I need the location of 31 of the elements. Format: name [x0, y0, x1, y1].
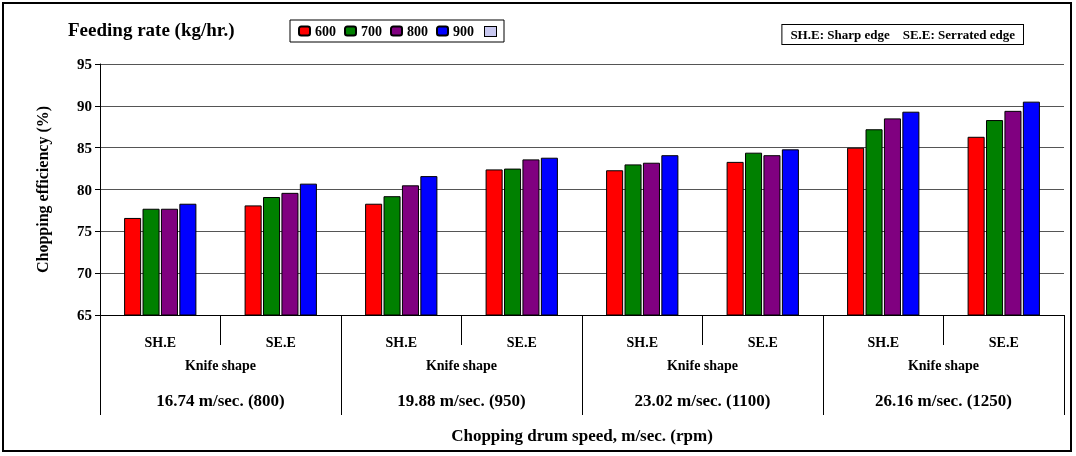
legend-label: 700 [361, 23, 382, 39]
text: SH.E: Sharp edge SE.E: Serrated edge [790, 27, 1016, 42]
y-tick-label: 90 [77, 97, 92, 114]
x-tick-label: SE.E [747, 334, 778, 350]
x-axis-title: Chopping drum speed, m/sec. (rpm) [451, 425, 713, 445]
x-tick-label: SH.E [144, 334, 177, 350]
x-tick-label: SH.E [626, 334, 659, 350]
legend-label: 600 [315, 23, 336, 39]
x-tick-label: SH.E [385, 334, 418, 350]
legend-title: Feeding rate (kg/hr.) [68, 19, 235, 41]
y-tick-label: 65 [77, 307, 92, 323]
text: Knife shape [907, 357, 980, 373]
text: Knife shape [184, 357, 257, 373]
text: 26.16 m/sec. (1250) [875, 390, 1012, 410]
x-tick-label: SE.E [988, 334, 1019, 350]
text: 23.02 m/sec. (1100) [634, 390, 771, 410]
text: 19.88 m/sec. (950) [397, 390, 526, 410]
y-tick-label: 85 [77, 139, 92, 156]
y-tick-label: 70 [77, 265, 92, 282]
legend-label: 900 [453, 23, 474, 39]
x-tick-label: SH.E [867, 334, 900, 350]
y-tick-label: 75 [77, 223, 92, 240]
legend-label: 800 [407, 23, 428, 39]
x-tick-label: SE.E [506, 334, 537, 350]
text: Knife shape [666, 357, 739, 373]
y-tick-label: 80 [77, 181, 92, 198]
x-tick-label: SE.E [265, 334, 296, 350]
y-tick-label: 95 [77, 56, 92, 72]
text: 16.74 m/sec. (800) [156, 390, 285, 410]
text: Knife shape [425, 357, 498, 373]
y-axis-title: Chopping efficiency (%) [33, 105, 52, 274]
